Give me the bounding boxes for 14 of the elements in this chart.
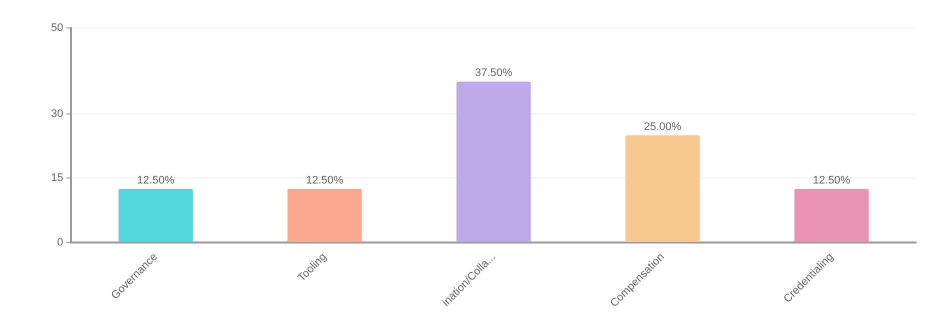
data-label: 37.50% <box>474 67 512 80</box>
y-tick-label: 50 <box>50 22 64 34</box>
data-label: 12.50% <box>306 174 344 186</box>
y-tick-label: 0 <box>57 236 64 249</box>
bar <box>625 135 700 242</box>
data-label: 12.50% <box>812 174 850 186</box>
bar <box>456 82 531 242</box>
bar <box>794 188 869 242</box>
data-label: 25.00% <box>644 120 682 133</box>
bar <box>118 188 193 242</box>
data-label: 12.50% <box>137 174 175 186</box>
bar <box>287 188 362 242</box>
y-tick-label: 15 <box>50 172 64 184</box>
y-tick-label: 30 <box>50 108 64 120</box>
